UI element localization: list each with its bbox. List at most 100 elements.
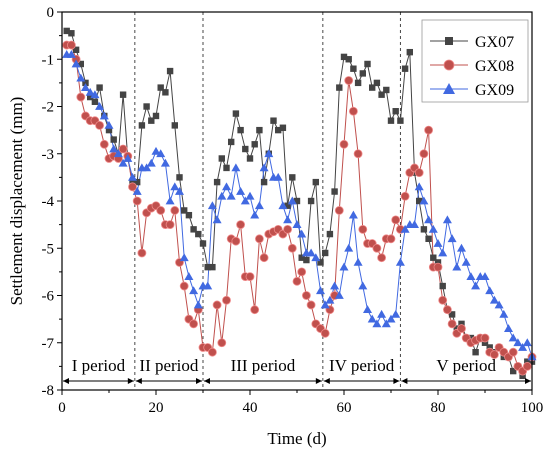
data-point <box>458 320 465 328</box>
data-point <box>66 50 76 58</box>
data-point <box>485 286 495 295</box>
data-point <box>228 138 235 146</box>
data-point <box>132 187 142 195</box>
data-point <box>232 110 240 117</box>
data-point <box>307 197 315 205</box>
data-point <box>231 163 241 172</box>
data-point <box>508 347 518 357</box>
data-point <box>254 201 264 210</box>
period-arrow-right <box>393 378 400 384</box>
data-point <box>419 196 429 205</box>
data-point <box>499 309 509 318</box>
data-point <box>166 67 174 75</box>
x-tick-label: 60 <box>337 400 352 416</box>
data-point <box>298 254 305 261</box>
data-point <box>486 344 493 351</box>
data-point <box>245 272 255 282</box>
data-point <box>245 191 255 200</box>
data-point <box>306 248 316 257</box>
y-tick-label: 0 <box>47 5 55 21</box>
y-tick-label: -1 <box>42 52 55 68</box>
data-point <box>99 139 109 149</box>
data-point <box>193 300 203 309</box>
data-point <box>452 262 462 271</box>
data-point <box>350 65 357 72</box>
data-point <box>142 163 152 172</box>
data-point <box>297 267 307 277</box>
data-point <box>522 361 532 371</box>
data-point <box>91 98 99 105</box>
data-point <box>195 230 202 238</box>
legend-label: GX07 <box>475 34 514 51</box>
data-point <box>442 305 452 315</box>
data-point <box>256 126 263 134</box>
data-point <box>170 206 180 215</box>
data-point <box>162 89 169 96</box>
data-point <box>472 349 479 356</box>
data-point <box>373 79 381 87</box>
data-point <box>524 358 531 365</box>
period-label: V period <box>436 356 496 375</box>
data-point <box>331 188 338 195</box>
data-point <box>146 158 156 167</box>
data-point <box>95 121 104 130</box>
data-point <box>410 220 419 228</box>
period-arrow-right <box>315 378 322 384</box>
data-point <box>358 224 368 234</box>
data-point <box>471 281 481 290</box>
data-point <box>207 347 217 357</box>
data-point <box>278 201 288 210</box>
data-point <box>104 120 114 129</box>
data-point <box>254 234 264 244</box>
y-tick-label: -7 <box>42 336 55 352</box>
data-point <box>292 220 302 228</box>
data-point <box>378 91 385 98</box>
y-tick-label: -4 <box>42 194 55 210</box>
data-point <box>301 291 311 300</box>
period-arrow-right <box>196 378 202 384</box>
data-point <box>237 126 244 134</box>
x-tick-label: 40 <box>243 400 258 416</box>
data-point <box>448 311 456 318</box>
data-point <box>358 281 368 290</box>
data-point <box>275 126 282 134</box>
data-point <box>466 272 476 280</box>
data-point <box>395 257 405 266</box>
legend: GX07 GX08 GX09 <box>421 19 529 103</box>
data-point <box>400 224 410 233</box>
data-point <box>82 79 89 87</box>
data-point <box>317 259 324 266</box>
data-point <box>170 182 180 191</box>
data-point <box>185 211 193 219</box>
data-point <box>481 339 489 346</box>
axes: 0 20 40 60 80 100 0 -1 -2 -3 -4 -5 -6 -7 -8 <box>42 5 544 416</box>
plot-area <box>62 12 537 390</box>
data-point <box>397 117 404 124</box>
data-point <box>424 215 434 224</box>
data-point <box>363 305 372 314</box>
legend-label: GX09 <box>475 82 514 99</box>
data-point <box>287 196 297 205</box>
data-point <box>289 174 296 181</box>
data-point <box>411 169 418 176</box>
data-point <box>500 353 507 361</box>
x-tick-label: 20 <box>149 400 164 416</box>
data-point <box>236 220 246 230</box>
data-point <box>242 145 249 153</box>
data-point <box>283 224 293 234</box>
data-point <box>99 111 109 120</box>
data-point <box>67 40 76 50</box>
period-arrow-right <box>525 378 531 384</box>
data-point <box>504 324 513 332</box>
data-point <box>414 168 424 178</box>
data-point <box>400 191 410 201</box>
data-point <box>392 108 399 115</box>
data-point <box>165 196 175 205</box>
period-arrow-left <box>401 378 408 384</box>
data-point <box>203 281 213 290</box>
data-point <box>71 59 81 68</box>
data-point <box>204 263 211 271</box>
data-point <box>386 234 396 244</box>
data-point <box>260 178 268 186</box>
data-point <box>494 300 504 309</box>
